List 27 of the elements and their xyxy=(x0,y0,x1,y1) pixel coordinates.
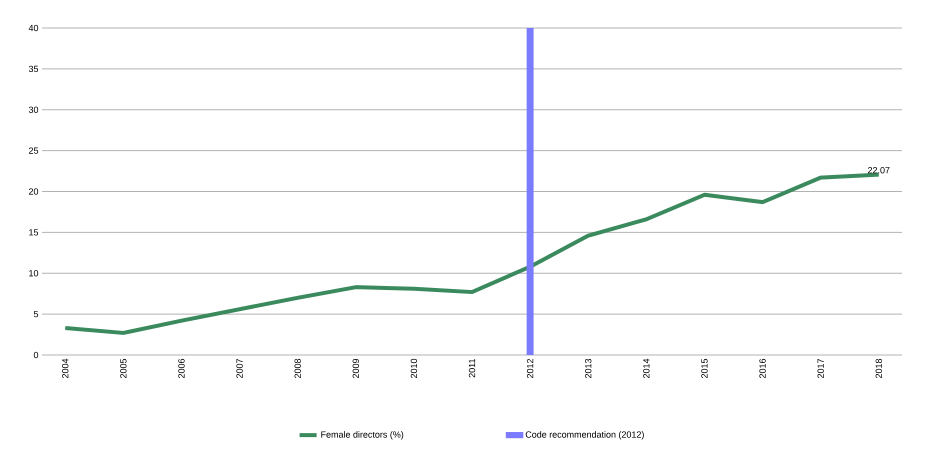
x-tick-label: 2014 xyxy=(643,358,650,378)
legend-label: Female directors (%) xyxy=(321,431,404,440)
y-tick-label: 40 xyxy=(28,24,38,32)
x-tick-label: 2010 xyxy=(410,358,418,378)
x-tick-label: 2012 xyxy=(526,358,534,378)
y-tick-label: 20 xyxy=(28,188,38,195)
x-tick-label: 2004 xyxy=(62,358,68,378)
x-tick-label: 2013 xyxy=(585,358,592,378)
y-tick-label: 10 xyxy=(29,270,38,276)
x-tick-label: 2017 xyxy=(817,358,824,378)
y-tick-label: 5 xyxy=(34,310,38,318)
x-tick-label: 2009 xyxy=(352,358,359,378)
x-tick-label: 2007 xyxy=(236,358,243,378)
x-tick-label: 2018 xyxy=(876,358,882,378)
data-label: 22.07 xyxy=(868,167,890,174)
y-tick-label: 30 xyxy=(28,106,38,113)
x-tick-label: 2005 xyxy=(120,358,127,378)
x-tick-label: 2006 xyxy=(178,358,185,378)
x-tick-label: 2008 xyxy=(294,358,301,378)
legend-label: Code recommendation (2012) xyxy=(526,431,644,440)
y-tick-label: 25 xyxy=(28,147,38,154)
y-tick-label: 0 xyxy=(34,352,38,358)
x-tick-label: 2011 xyxy=(468,358,476,378)
x-tick-label: 2015 xyxy=(701,358,708,378)
y-tick-label: 15 xyxy=(29,229,38,236)
y-tick-label: 35 xyxy=(28,66,38,72)
x-tick-label: 2016 xyxy=(759,358,766,378)
